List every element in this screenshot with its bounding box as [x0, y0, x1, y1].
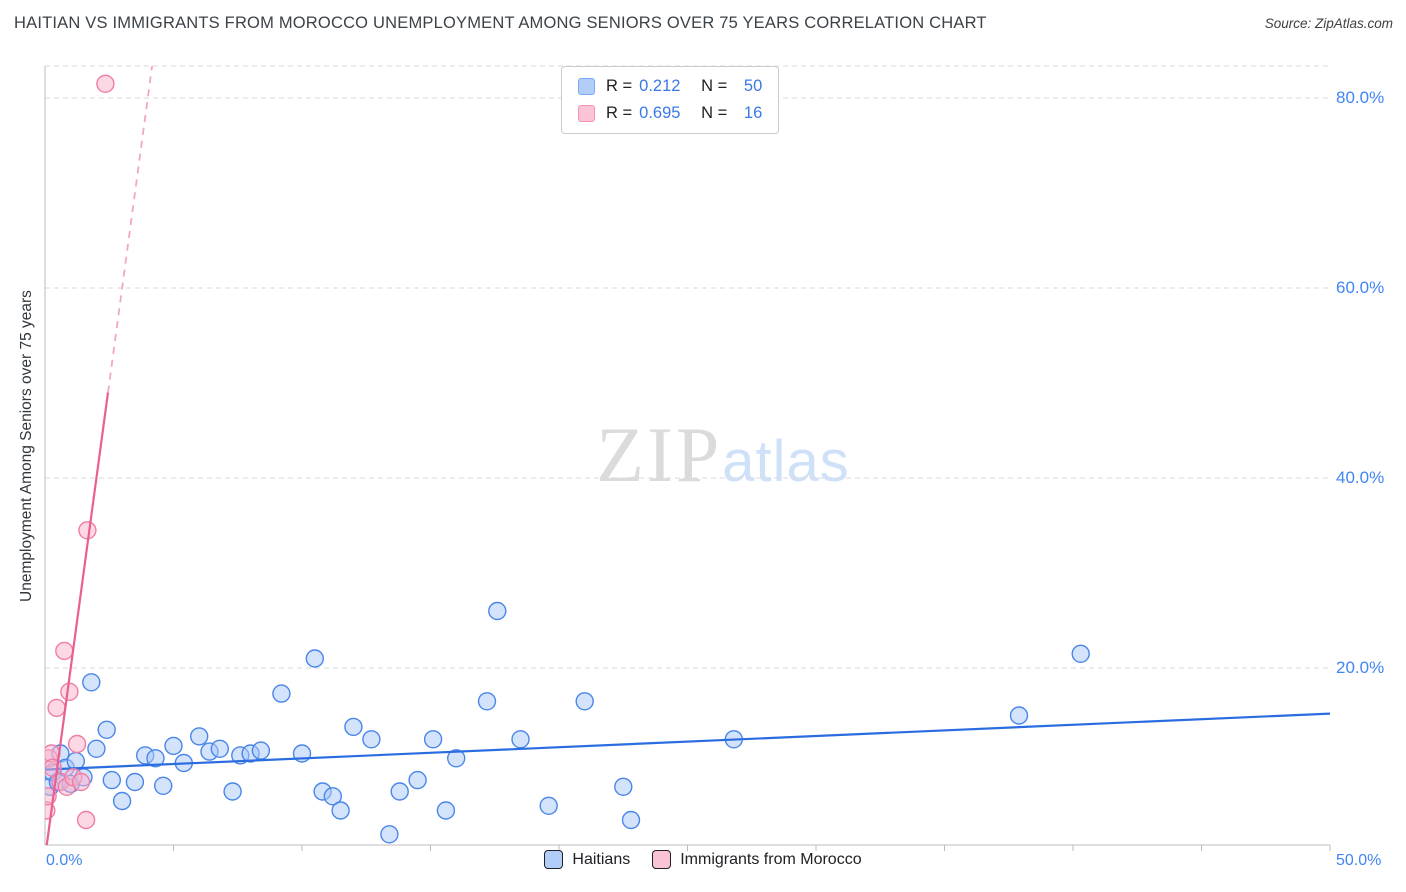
haitians-point — [164, 736, 183, 756]
haitians-point — [82, 673, 101, 692]
haitians-point — [488, 601, 507, 621]
morocco-swatch — [578, 105, 595, 122]
morocco-legend-label: Immigrants from Morocco — [680, 850, 862, 868]
morocco-trend-extension — [107, 66, 153, 393]
haitians-point — [511, 730, 530, 749]
haitians-point — [380, 825, 399, 844]
haitians-point — [112, 791, 132, 811]
haitians-point — [210, 739, 230, 758]
series-haitians — [45, 601, 1330, 844]
page-title: HAITIAN VS IMMIGRANTS FROM MOROCCO UNEMP… — [14, 14, 987, 32]
morocco-point — [76, 810, 96, 830]
legend-item-haitians: Haitians — [544, 850, 630, 869]
r-label: R = — [606, 77, 633, 95]
haitians-trend-line — [45, 712, 1330, 771]
r-label: R = — [606, 104, 633, 122]
y-tick-40: 40.0% — [1336, 468, 1385, 487]
haitians-point — [408, 770, 427, 790]
n-value: 50 — [743, 77, 763, 95]
morocco-point — [55, 641, 74, 661]
y-tick-60: 60.0% — [1336, 278, 1385, 297]
source-label: Source: ZipAtlas.com — [1264, 16, 1393, 31]
haitians-point — [305, 649, 324, 668]
haitians-point — [575, 692, 594, 711]
haitians-point — [125, 772, 145, 792]
haitians-point — [102, 770, 122, 790]
legend-item-morocco: Immigrants from Morocco — [652, 850, 862, 869]
haitians-point — [390, 782, 409, 801]
haitians-point — [539, 796, 558, 815]
haitians-point — [1071, 644, 1090, 663]
legend-row-morocco: R = 0.695 N = 16 — [578, 104, 762, 123]
haitians-point — [331, 801, 350, 820]
legend-row-haitians: R = 0.212 N = 50 — [578, 77, 762, 96]
haitians-point — [362, 730, 381, 749]
haitians-point — [251, 741, 271, 760]
x-tick-max: 50.0% — [1336, 852, 1382, 869]
y-tick-80: 80.0% — [1336, 88, 1385, 107]
x-tick-min: 0.0% — [46, 852, 83, 869]
haitians-point — [153, 776, 173, 795]
series-morocco — [45, 66, 153, 845]
y-tick-20: 20.0% — [1336, 658, 1385, 677]
haitians-legend-label: Haitians — [572, 850, 631, 868]
n-value: 16 — [743, 104, 763, 122]
morocco-trend-line — [45, 392, 110, 845]
r-value: 0.695 — [639, 104, 681, 122]
haitians-point — [614, 777, 633, 796]
haitians-point — [477, 692, 497, 711]
haitians-point — [323, 787, 342, 806]
n-label: N = — [701, 104, 728, 122]
haitians-point — [344, 717, 363, 737]
haitians-swatch — [578, 78, 595, 95]
bottom-legend: Haitians Immigrants from Morocco — [0, 850, 1406, 869]
n-label: N = — [701, 77, 728, 95]
morocco-point — [78, 521, 97, 540]
haitians-point — [146, 749, 165, 768]
correlation-legend: R = 0.212 N = 50 R = 0.695 N = 16 — [561, 66, 780, 134]
r-value: 0.212 — [639, 77, 681, 95]
haitians-point — [1009, 706, 1029, 725]
haitians-point — [272, 684, 291, 703]
morocco-point — [96, 74, 115, 94]
haitians-point — [436, 801, 456, 820]
haitians-point — [87, 739, 106, 758]
morocco-point — [67, 734, 87, 754]
haitians-point — [447, 749, 466, 768]
haitians-point — [189, 727, 209, 746]
y-axis-title: Unemployment Among Seniors over 75 years — [18, 290, 35, 602]
haitians-point — [223, 782, 242, 801]
morocco-point — [71, 772, 91, 792]
haitians-point — [423, 730, 443, 749]
haitians-point — [621, 810, 641, 830]
haitians-legend-swatch — [544, 850, 564, 869]
morocco-point — [47, 698, 66, 718]
haitians-point — [97, 720, 116, 739]
morocco-legend-swatch — [652, 850, 672, 869]
